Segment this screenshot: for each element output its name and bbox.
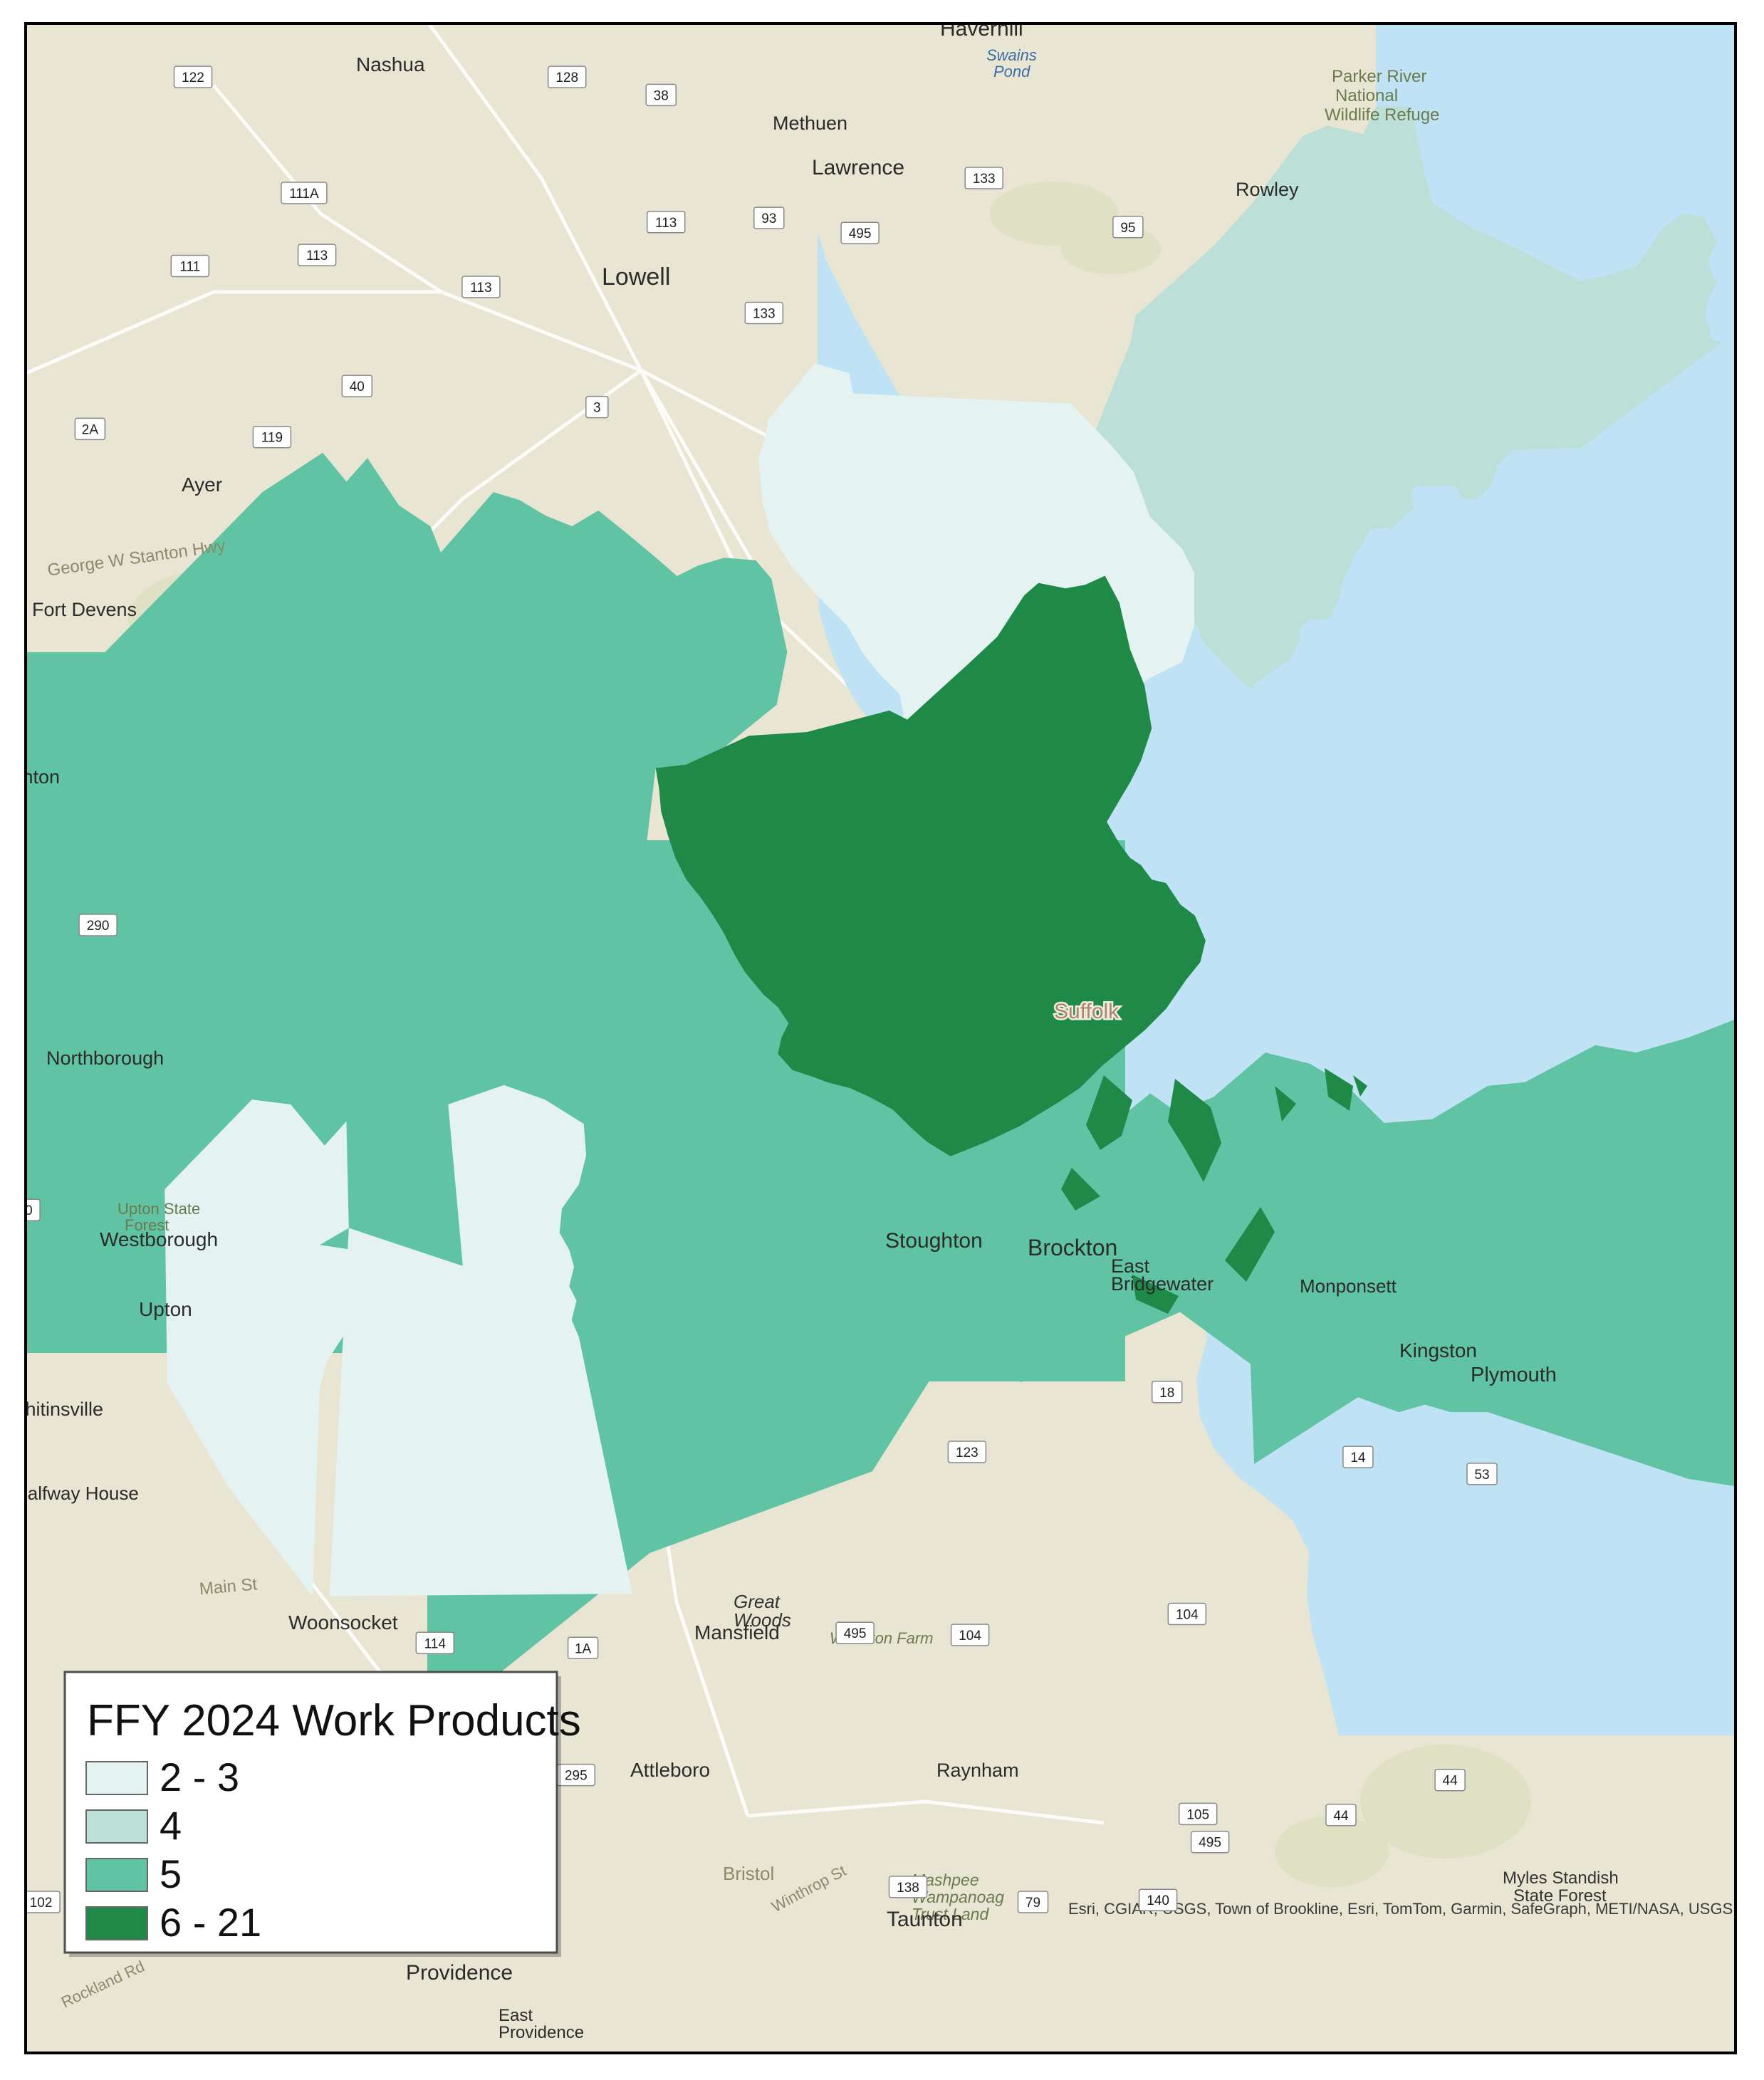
svg-text:Myles Standish: Myles Standish — [1503, 1869, 1619, 1888]
svg-text:Upton: Upton — [139, 1298, 192, 1320]
svg-text:Methuen: Methuen — [773, 113, 847, 134]
svg-text:138: 138 — [897, 1881, 919, 1896]
svg-text:6 - 21: 6 - 21 — [160, 1900, 261, 1945]
svg-text:FFY 2024 Work Products: FFY 2024 Work Products — [87, 1696, 581, 1745]
svg-text:East: East — [499, 2006, 533, 2025]
svg-text:Providence: Providence — [406, 1961, 513, 1985]
svg-text:53: 53 — [1474, 1468, 1489, 1483]
svg-text:Providence: Providence — [499, 2023, 584, 2042]
svg-text:113: 113 — [306, 249, 328, 263]
svg-text:104: 104 — [959, 1629, 981, 1643]
svg-text:Ayer: Ayer — [182, 474, 222, 496]
svg-text:102: 102 — [30, 1896, 53, 1911]
svg-text:Attleboro: Attleboro — [630, 1759, 710, 1781]
svg-text:National: National — [1335, 86, 1398, 105]
svg-text:Rowley: Rowley — [1236, 179, 1299, 200]
svg-text:111A: 111A — [289, 187, 319, 202]
svg-text:4: 4 — [160, 1803, 182, 1848]
svg-text:44: 44 — [1443, 1774, 1458, 1789]
svg-text:Stoughton: Stoughton — [885, 1229, 983, 1253]
svg-text:105: 105 — [1186, 1807, 1209, 1822]
svg-text:Bridgewater: Bridgewater — [1111, 1273, 1214, 1295]
svg-text:44: 44 — [1333, 1809, 1349, 1824]
svg-text:122: 122 — [182, 70, 204, 85]
svg-text:Parker River: Parker River — [1332, 67, 1426, 86]
svg-text:Monponsett: Monponsett — [1300, 1275, 1397, 1297]
svg-text:Bristol: Bristol — [723, 1863, 774, 1884]
svg-text:2 - 3: 2 - 3 — [160, 1755, 239, 1799]
svg-text:Upton State: Upton State — [118, 1200, 200, 1218]
svg-text:3: 3 — [1745, 1896, 1753, 1911]
svg-text:123: 123 — [956, 1446, 978, 1460]
svg-text:38: 38 — [654, 88, 669, 103]
svg-text:Woods: Woods — [734, 1609, 791, 1631]
svg-text:495: 495 — [844, 1626, 867, 1641]
svg-text:5: 5 — [160, 1851, 182, 1896]
svg-text:Kingston: Kingston — [1399, 1339, 1477, 1362]
svg-text:128: 128 — [555, 70, 578, 85]
svg-text:111: 111 — [179, 260, 200, 275]
svg-text:Plymouth: Plymouth — [1471, 1364, 1557, 1386]
svg-text:Lowell: Lowell — [602, 263, 670, 291]
svg-text:133: 133 — [973, 172, 996, 187]
svg-text:113: 113 — [470, 281, 491, 296]
svg-text:3: 3 — [593, 401, 601, 416]
svg-text:14: 14 — [1350, 1451, 1366, 1465]
svg-text:Brockton: Brockton — [1028, 1235, 1117, 1260]
svg-text:104: 104 — [1176, 1608, 1199, 1623]
svg-text:40: 40 — [350, 380, 365, 394]
svg-text:2A: 2A — [82, 422, 99, 437]
svg-text:Raynham: Raynham — [936, 1760, 1019, 1781]
svg-text:79: 79 — [1025, 1896, 1040, 1911]
svg-text:295: 295 — [565, 1769, 588, 1784]
svg-text:Suffolk: Suffolk — [1054, 1000, 1120, 1023]
svg-text:119: 119 — [261, 431, 283, 446]
svg-text:Wildlife Refuge: Wildlife Refuge — [1325, 105, 1439, 125]
svg-text:113: 113 — [655, 216, 677, 231]
svg-text:Swains: Swains — [986, 46, 1037, 64]
svg-text:Haverhill: Haverhill — [940, 17, 1023, 41]
svg-text:Forest: Forest — [125, 1216, 169, 1234]
svg-text:Halfway House: Halfway House — [14, 1483, 139, 1504]
svg-text:140: 140 — [1147, 1893, 1169, 1908]
svg-text:1A: 1A — [575, 1641, 592, 1656]
svg-text:Northborough: Northborough — [46, 1047, 164, 1069]
svg-text:Clinton: Clinton — [0, 766, 60, 788]
svg-text:133: 133 — [753, 307, 776, 322]
svg-text:Fort Devens: Fort Devens — [32, 599, 137, 620]
svg-text:Whitinsville: Whitinsville — [7, 1399, 103, 1420]
svg-text:495: 495 — [849, 226, 872, 241]
svg-text:290: 290 — [87, 919, 110, 934]
svg-text:114: 114 — [424, 1636, 447, 1651]
svg-text:Nashua: Nashua — [356, 53, 425, 75]
svg-text:Lawrence: Lawrence — [812, 156, 904, 179]
svg-text:Taunton: Taunton — [887, 1908, 963, 1931]
svg-text:93: 93 — [761, 211, 776, 226]
svg-text:Woonsocket: Woonsocket — [288, 1611, 398, 1634]
svg-text:18: 18 — [1159, 1386, 1174, 1401]
svg-text:495: 495 — [1199, 1836, 1221, 1851]
svg-text:Pond: Pond — [993, 63, 1030, 80]
svg-text:95: 95 — [1120, 221, 1135, 236]
